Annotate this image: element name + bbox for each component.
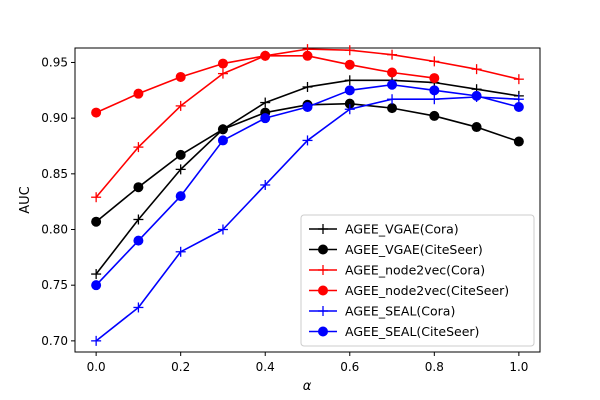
data-point — [513, 74, 524, 85]
data-point — [471, 122, 482, 133]
data-point — [302, 81, 313, 92]
y-tick-label: 0.85 — [41, 167, 68, 181]
y-tick-label: 0.75 — [41, 278, 68, 292]
data-point — [471, 64, 482, 75]
data-point — [302, 50, 313, 61]
x-tick-label: 0.2 — [171, 360, 190, 374]
data-point — [133, 142, 144, 153]
data-point — [260, 113, 271, 124]
x-tick-label: 0.0 — [87, 360, 106, 374]
data-point — [175, 100, 186, 111]
data-point — [429, 94, 440, 105]
y-axis-label: AUC — [18, 186, 33, 214]
data-point — [471, 90, 482, 101]
data-point — [175, 149, 186, 160]
data-point — [387, 67, 398, 78]
data-point — [91, 107, 102, 118]
y-tick-label: 0.95 — [41, 55, 68, 69]
legend-box — [300, 214, 535, 347]
data-point — [133, 235, 144, 246]
legend-label: AGEE_node2vec(CiteSeer) — [345, 283, 509, 298]
legend-marker — [318, 224, 328, 234]
y-tick-label: 0.70 — [41, 334, 68, 348]
data-point — [429, 85, 440, 96]
data-point — [175, 191, 186, 202]
x-axis-label: α — [303, 379, 312, 394]
series-layer — [91, 44, 524, 346]
legend-label: AGEE_SEAL(CiteSeer) — [345, 324, 479, 339]
data-point — [260, 50, 271, 61]
legend-marker — [318, 265, 328, 275]
data-point — [429, 73, 440, 84]
data-point — [387, 49, 398, 60]
legend-marker — [318, 244, 328, 255]
data-point — [217, 58, 228, 69]
data-point — [217, 68, 228, 79]
data-point — [344, 59, 355, 70]
data-point — [344, 45, 355, 56]
data-point — [133, 214, 144, 225]
legend: AGEE_VGAE(Cora) AGEE_VGAE(CiteSeer) AGEE_n… — [300, 214, 535, 347]
data-point — [344, 75, 355, 86]
data-point — [302, 135, 313, 146]
data-point — [344, 85, 355, 96]
data-point — [133, 302, 144, 313]
data-point — [387, 79, 398, 90]
data-point — [513, 102, 524, 113]
data-point — [429, 56, 440, 67]
legend-label: AGEE_VGAE(CiteSeer) — [345, 242, 483, 257]
x-tick-label: 0.4 — [256, 360, 275, 374]
data-point — [260, 97, 271, 108]
data-point — [91, 280, 102, 291]
y-tick-label: 0.90 — [41, 111, 68, 125]
series-line — [95, 48, 520, 198]
data-point — [217, 135, 228, 146]
legend-label: AGEE_SEAL(Cora) — [345, 304, 455, 319]
legend-label: AGEE_node2vec(Cora) — [345, 263, 485, 278]
data-point — [302, 102, 313, 113]
data-point — [260, 179, 271, 190]
data-point — [91, 269, 102, 280]
data-point — [175, 71, 186, 82]
data-point — [513, 136, 524, 147]
data-point — [387, 103, 398, 114]
series-line — [95, 102, 520, 223]
legend-marker — [318, 326, 328, 337]
data-point — [387, 94, 398, 105]
data-point — [217, 224, 228, 235]
data-point — [91, 192, 102, 203]
data-point — [133, 88, 144, 99]
data-point — [175, 164, 186, 175]
x-tick-label: 0.6 — [340, 360, 359, 374]
x-tick-label: 1.0 — [509, 360, 528, 374]
legend-label: AGEE_VGAE(Cora) — [345, 222, 459, 237]
data-point — [91, 216, 102, 227]
data-point — [91, 335, 102, 346]
data-point — [344, 104, 355, 115]
data-point — [133, 182, 144, 193]
y-tick-label: 0.80 — [41, 223, 68, 237]
data-point — [175, 246, 186, 257]
data-point — [429, 110, 440, 121]
x-tick-label: 0.8 — [425, 360, 444, 374]
legend-marker — [318, 285, 328, 296]
x-axis-ticks: 0.0 0.2 0.4 0.6 0.8 1.0 — [87, 352, 528, 374]
y-axis-ticks: 0.70 0.75 0.80 0.85 0.90 0.95 — [41, 55, 75, 348]
legend-marker — [318, 306, 328, 316]
data-point — [217, 124, 228, 135]
